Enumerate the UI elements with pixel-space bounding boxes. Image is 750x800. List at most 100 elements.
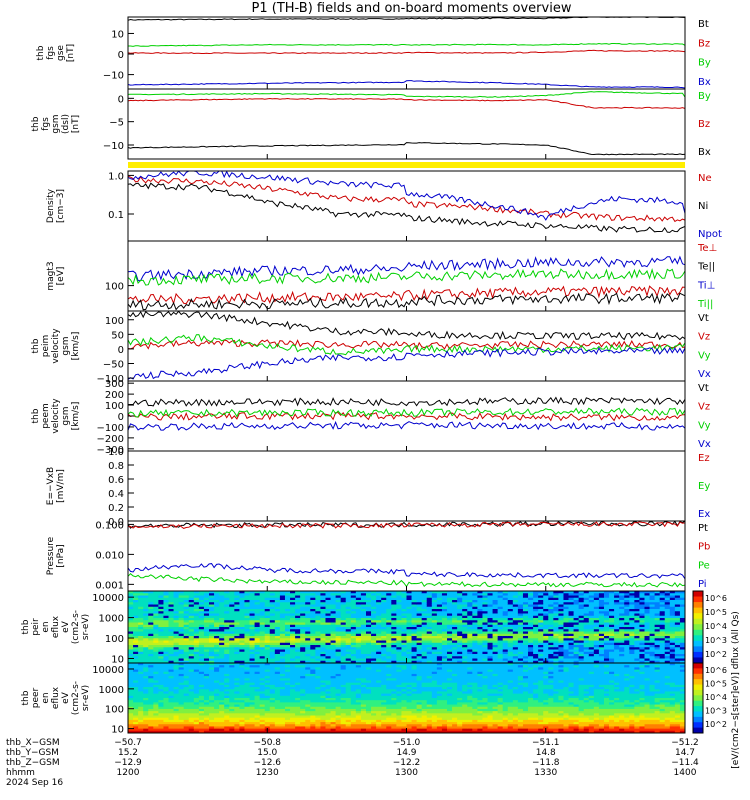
spectrogram-cell [588, 654, 595, 657]
spectrogram-cell [548, 606, 554, 610]
spectrogram-cell [300, 651, 306, 655]
spectrogram-cell [305, 609, 311, 612]
spectrogram-cell [365, 629, 372, 632]
spectrogram-cell [421, 645, 428, 648]
spectrogram-cell [487, 647, 493, 650]
spectrogram-cell [239, 671, 245, 675]
spectrogram-cell [178, 722, 185, 725]
spectrogram-cell [224, 700, 230, 703]
spectrogram-cell [148, 611, 154, 614]
spectrogram-cell [315, 667, 321, 670]
spectrogram-cell [153, 724, 159, 727]
spectrogram-cell [168, 684, 174, 688]
spectrogram-cell [528, 631, 534, 635]
spectrogram-cell [284, 669, 291, 673]
spectrogram-cell [452, 629, 458, 632]
spectrogram-cell [138, 715, 144, 719]
spectrogram-cell [482, 622, 488, 626]
spectrogram-cell [143, 658, 149, 662]
spectrogram-cell [284, 654, 291, 657]
spectrogram-cell [558, 593, 564, 596]
spectrogram-cell [279, 678, 286, 681]
spectrogram-cell [224, 631, 230, 635]
spectrogram-cell [563, 604, 569, 608]
spectrogram-cell [558, 645, 564, 648]
spectrogram-cell [391, 638, 397, 641]
spectrogram-cell [163, 713, 169, 716]
spectrogram-cell [386, 624, 392, 628]
spectrogram-cell [209, 706, 215, 710]
spectrogram-cell [153, 713, 159, 716]
spectrogram-cell [436, 658, 443, 662]
spectrogram-cell [203, 726, 210, 730]
spectrogram-cell [305, 673, 311, 677]
spectrogram-cell [355, 606, 362, 610]
spectrogram-cell [634, 618, 640, 621]
spectrogram-cell [305, 600, 311, 603]
spectrogram-cell [173, 719, 180, 723]
spectrogram-cell [436, 656, 443, 659]
series-line-By [128, 42, 686, 47]
spectrogram-cell [244, 667, 250, 670]
spectrogram-cell [274, 656, 281, 659]
spectrogram-cell [229, 684, 235, 688]
spectrogram-cell [674, 602, 681, 605]
spectrogram-cell [335, 660, 342, 664]
spectrogram-cell [290, 667, 296, 670]
spectrogram-cell [517, 660, 524, 664]
spectrogram-cell [568, 654, 574, 657]
spectrogram-cell [573, 660, 580, 664]
y-tick-label: 10 [111, 654, 124, 665]
spectrogram-cell [381, 597, 387, 601]
spectrogram-cell [249, 667, 255, 670]
spectrogram-cell [295, 728, 301, 732]
spectrogram-cell [234, 649, 240, 653]
spectrogram-cell [178, 613, 185, 617]
spectrogram-cell [264, 676, 271, 679]
spectrogram-cell [376, 649, 382, 653]
spectrogram-cell [436, 629, 443, 632]
spectrogram-cell [416, 606, 423, 610]
spectrogram-cell [548, 602, 554, 605]
spectrogram-cell [558, 633, 564, 637]
spectrogram-cell [401, 611, 407, 614]
spectrogram-cell [138, 638, 144, 641]
spectrogram-cell [426, 595, 433, 599]
spectrogram-cell [143, 631, 149, 635]
spectrogram-cell [512, 660, 519, 664]
spectrogram-cell [669, 606, 676, 610]
spectrogram-cell [183, 609, 190, 612]
spectrogram-cell [173, 713, 180, 716]
spectrogram-cell [143, 678, 149, 681]
spectrogram-cell [214, 651, 220, 655]
spectrogram-cell [153, 602, 159, 605]
spectrogram-cell [406, 611, 412, 614]
spectrogram-cell [340, 600, 347, 603]
spectrogram-cell [401, 627, 407, 630]
spectrogram-cell [573, 654, 580, 657]
spectrogram-cell [350, 620, 357, 623]
spectrogram-cell [209, 719, 215, 723]
spectrogram-cell [198, 708, 205, 712]
spectrogram-cell [234, 726, 240, 730]
spectrogram-cell [609, 604, 615, 608]
spectrogram-cell [219, 711, 225, 714]
spectrogram-cell [173, 591, 180, 594]
spectrogram-cell [507, 591, 514, 594]
spectrogram-cell [290, 620, 296, 623]
spectrogram-cell [244, 687, 250, 690]
spectrogram-cell [209, 642, 215, 646]
spectrogram-cell [128, 645, 134, 648]
spectrogram-cell [406, 642, 412, 646]
spectrogram-cell [421, 606, 428, 610]
spectrogram-cell [659, 606, 666, 610]
spectrogram-cell [315, 695, 321, 699]
spectrogram-cell [224, 611, 230, 614]
spectrogram-cell [153, 595, 159, 599]
spectrogram-cell [214, 704, 220, 708]
spectrogram-cell [244, 649, 250, 653]
spectrogram-cell [396, 642, 402, 646]
spectrogram-cell [573, 595, 580, 599]
spectrogram-cell [244, 698, 250, 701]
spectrogram-cell [609, 627, 615, 630]
